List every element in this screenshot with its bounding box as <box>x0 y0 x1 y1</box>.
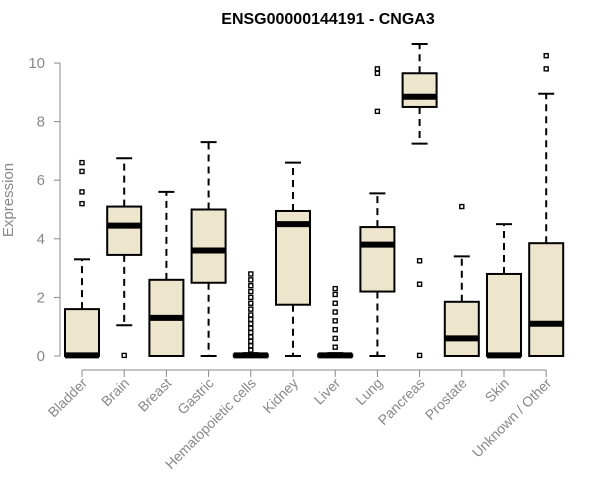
x-tick-label: Bladder <box>45 375 91 421</box>
y-tick-label: 2 <box>37 289 45 306</box>
outlier-point <box>332 291 338 298</box>
interquartile-box <box>359 226 396 293</box>
box-lung <box>359 66 396 357</box>
outlier-point <box>332 326 338 333</box>
x-tick-label: Lung <box>352 375 385 408</box>
outlier-point <box>332 318 338 324</box>
outlier-point <box>543 52 549 59</box>
outlier-point <box>332 285 338 292</box>
outlier-point <box>248 321 254 327</box>
x-tick-label: Unknown / Other <box>469 375 555 461</box>
outlier-point <box>332 309 338 315</box>
box-kidney <box>275 161 311 357</box>
interquartile-box <box>106 205 143 256</box>
y-tick-label: 10 <box>28 55 45 72</box>
box-breast <box>148 190 185 358</box>
outlier-point <box>79 189 85 195</box>
outlier-point <box>374 108 381 115</box>
outlier-point <box>374 70 381 76</box>
box-gastric <box>190 141 227 357</box>
interquartile-box <box>486 272 522 357</box>
box-pancreas <box>401 42 438 359</box>
box-liver <box>317 285 354 359</box>
interquartile-box <box>64 308 100 357</box>
x-tick-label: Prostate <box>422 375 470 423</box>
box-hematopoietic-cells <box>232 271 269 359</box>
outlier-point <box>416 281 423 287</box>
x-tick-label: Liver <box>311 375 344 408</box>
outlier-point <box>459 203 465 210</box>
outlier-point <box>248 334 254 340</box>
x-tick-label: Brain <box>98 375 132 409</box>
y-tick-label: 8 <box>37 114 45 131</box>
outlier-point <box>248 282 254 289</box>
y-axis-label: Expression <box>0 163 17 237</box>
interquartile-box <box>401 72 438 108</box>
outlier-point <box>248 271 254 277</box>
outlier-point <box>79 200 85 207</box>
outlier-point <box>374 66 381 72</box>
outlier-point <box>248 316 254 323</box>
box-unknown-other <box>528 52 565 358</box>
outlier-point <box>332 335 338 342</box>
box-prostate <box>443 203 480 358</box>
outlier-point <box>332 344 338 350</box>
interquartile-box <box>443 300 480 358</box>
chart-title: ENSG00000144191 - CNGA3 <box>221 11 435 28</box>
outlier-point <box>416 352 423 359</box>
outlier-point <box>248 325 254 331</box>
outlier-point <box>248 343 254 349</box>
outlier-point <box>543 66 549 72</box>
outlier-point <box>79 159 85 166</box>
interquartile-box <box>190 208 227 284</box>
x-tick-label: Kidney <box>260 375 302 417</box>
outlier-point <box>248 277 254 283</box>
outlier-point <box>248 347 254 353</box>
y-axis: 0 2 4 6 8 10 <box>28 55 61 365</box>
outlier-point <box>416 258 423 264</box>
outlier-point <box>248 329 254 336</box>
x-tick-label: Pancreas <box>375 375 428 428</box>
outlier-point <box>248 288 254 295</box>
interquartile-box <box>528 242 565 358</box>
y-tick-label: 0 <box>37 348 45 365</box>
outlier-point <box>248 294 254 301</box>
box-skin <box>486 223 522 359</box>
outlier-point <box>332 300 338 306</box>
box-series <box>64 42 565 359</box>
outlier-point <box>248 338 254 345</box>
outlier-point <box>121 352 127 359</box>
outlier-point <box>248 306 254 312</box>
y-tick-label: 6 <box>37 172 45 189</box>
y-tick-label: 4 <box>37 231 45 248</box>
x-tick-label: Breast <box>135 375 175 415</box>
outlier-point <box>79 168 85 175</box>
box-bladder <box>64 159 100 359</box>
x-tick-label: Skin <box>482 375 513 406</box>
outlier-point <box>248 312 254 318</box>
outlier-point <box>248 300 254 306</box>
box-brain <box>106 157 143 359</box>
